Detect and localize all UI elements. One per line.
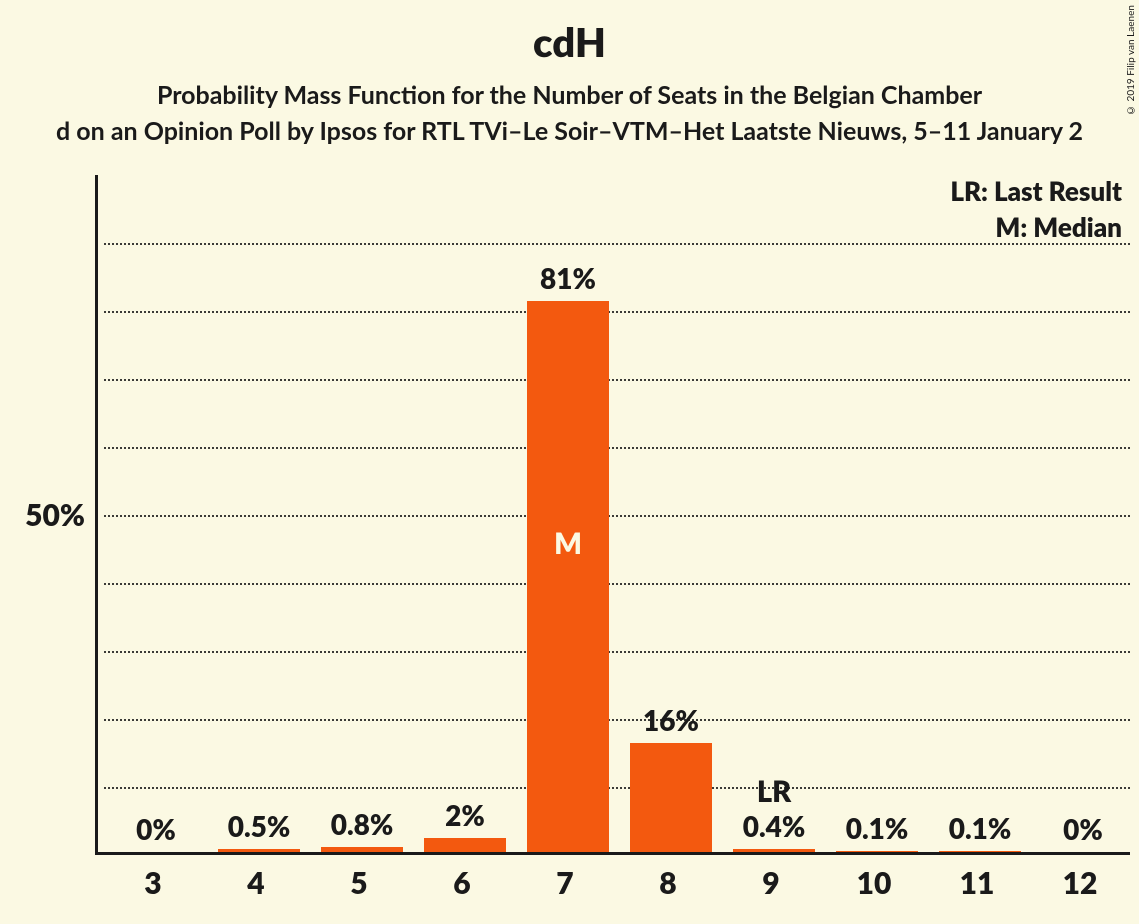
- x-axis-tick-label: 12: [1063, 865, 1098, 901]
- last-result-marker: LR: [733, 774, 815, 849]
- gridline: [104, 787, 1130, 789]
- bar: 81%M: [527, 301, 609, 852]
- legend: LR: Last Result M: Median: [950, 175, 1122, 247]
- bar: 16%: [630, 743, 712, 852]
- legend-lr: LR: Last Result: [950, 175, 1122, 207]
- gridline: [104, 719, 1130, 721]
- x-axis-tick-label: 8: [659, 865, 676, 901]
- bar-value-label: 2%: [424, 798, 506, 838]
- chart-subtitle-1: Probability Mass Function for the Number…: [0, 66, 1139, 110]
- gridline: [104, 447, 1130, 449]
- median-marker: M: [527, 526, 609, 561]
- x-axis-tick-label: 3: [144, 865, 161, 901]
- x-axis-tick-label: 5: [350, 865, 367, 901]
- bar-value-label: 0%: [115, 812, 197, 852]
- chart-title: cdH: [0, 0, 1139, 66]
- gridline: [104, 651, 1130, 653]
- bar: 0.1%: [939, 851, 1021, 852]
- bar: 2%: [424, 838, 506, 852]
- y-axis-tick-label: 50%: [25, 497, 85, 533]
- bar-value-label: 0.8%: [321, 807, 403, 847]
- bar-value-label: 0%: [1042, 812, 1124, 852]
- gridline: [104, 515, 1130, 517]
- chart-subtitle-2: d on an Opinion Poll by Ipsos for RTL TV…: [0, 110, 1139, 146]
- gridline: [104, 379, 1130, 381]
- x-axis-tick-label: 10: [857, 865, 892, 901]
- legend-m: M: Median: [950, 211, 1122, 243]
- x-axis-tick-label: 9: [762, 865, 779, 901]
- bar-value-label: 16%: [630, 703, 712, 743]
- bar-value-label: 81%: [527, 261, 609, 301]
- x-axis-tick-label: 4: [247, 865, 264, 901]
- chart-area: 0%0.5%0.8%2%81%M16%0.4%LR0.1%0.1%0% LR: …: [95, 175, 1130, 855]
- bar: 0.1%: [836, 851, 918, 852]
- bar-value-label: 0.1%: [939, 811, 1021, 851]
- bar: 0.5%: [218, 849, 300, 852]
- gridline: [104, 583, 1130, 585]
- plot-area: 0%0.5%0.8%2%81%M16%0.4%LR0.1%0.1%0%: [95, 175, 1130, 855]
- bar: 0.8%: [321, 847, 403, 852]
- bar-value-label: 0.1%: [836, 811, 918, 851]
- x-axis-tick-label: 6: [453, 865, 470, 901]
- copyright-text: © 2019 Filip van Laenen: [1125, 5, 1137, 116]
- bar: 0.4%LR: [733, 849, 815, 852]
- x-axis-tick-label: 11: [960, 865, 995, 901]
- x-axis-tick-label: 7: [556, 865, 573, 901]
- bar-value-label: 0.5%: [218, 809, 300, 849]
- gridline: [104, 311, 1130, 313]
